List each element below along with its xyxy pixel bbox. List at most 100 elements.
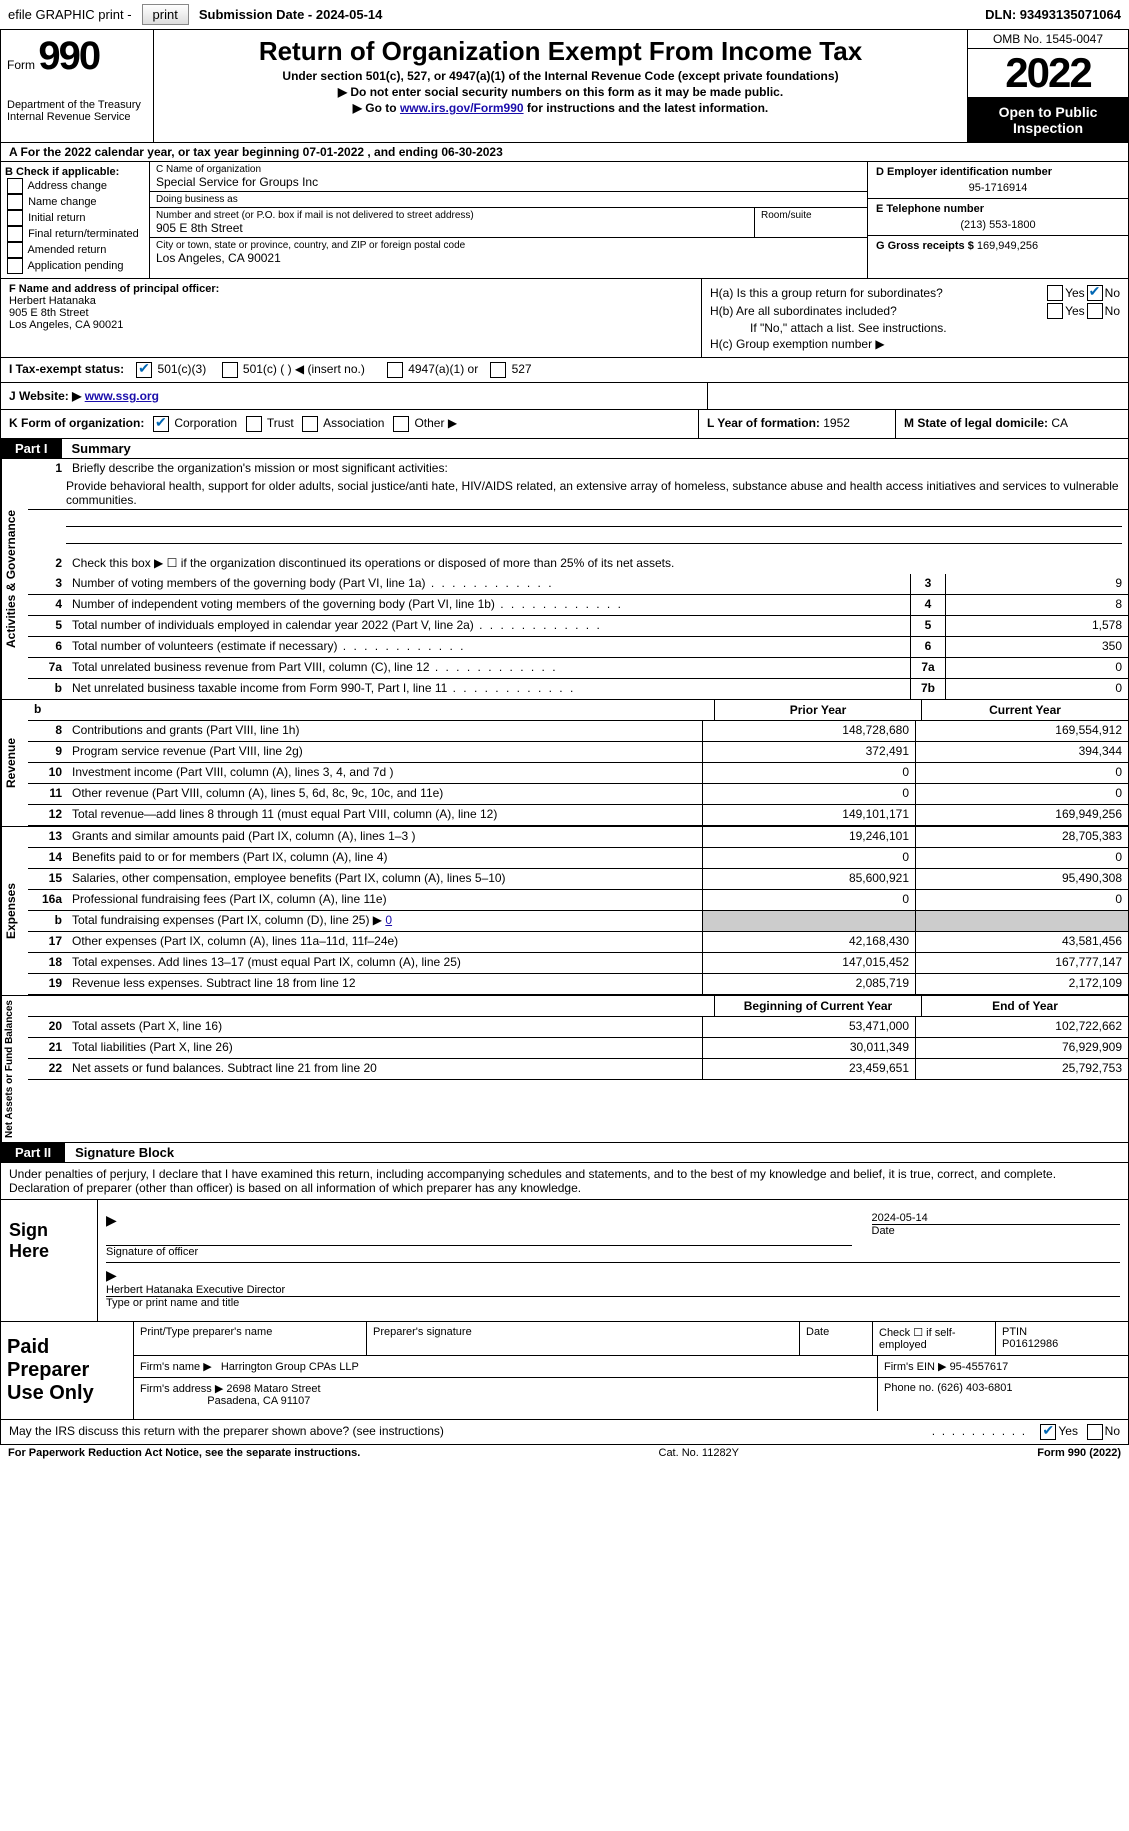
street-value: 905 E 8th Street: [156, 221, 748, 235]
phone-label: E Telephone number: [876, 203, 1120, 215]
revenue-section: Revenue b Prior Year Current Year 8 Cont…: [0, 700, 1129, 827]
check-address-change[interactable]: Address change: [5, 178, 145, 194]
form-label: Form: [7, 58, 35, 72]
col-h: H(a) Is this a group return for subordin…: [702, 279, 1128, 357]
check-name-change[interactable]: Name change: [5, 194, 145, 210]
pp-sig-label: Preparer's signature: [367, 1322, 800, 1355]
summary-line: 14 Benefits paid to or for members (Part…: [28, 848, 1128, 869]
city-box: City or town, state or province, country…: [150, 238, 867, 267]
sideways-net-assets: Net Assets or Fund Balances: [1, 996, 28, 1142]
form-number: 990: [38, 34, 99, 78]
sig-date-label: Date: [872, 1224, 1121, 1237]
pp-ptin-label: PTIN: [1002, 1326, 1122, 1338]
irs-link[interactable]: www.irs.gov/Form990: [400, 101, 524, 115]
instr-1: ▶ Do not enter social security numbers o…: [162, 85, 959, 99]
k-other-checkbox[interactable]: [393, 416, 409, 432]
website-link[interactable]: www.ssg.org: [85, 389, 159, 403]
k-trust-checkbox[interactable]: [246, 416, 262, 432]
part-1-label: Part I: [1, 439, 62, 458]
hb-label: H(b) Are all subordinates included?: [710, 304, 1045, 318]
tax-year: 2022: [968, 49, 1128, 98]
summary-line: 8 Contributions and grants (Part VIII, l…: [28, 721, 1128, 742]
row-i: I Tax-exempt status: 501(c)(3) 501(c) ( …: [0, 358, 1129, 383]
summary-line: 5 Total number of individuals employed i…: [28, 616, 1128, 637]
pp-ptin: P01612986: [1002, 1338, 1122, 1350]
pp-name-label: Print/Type preparer's name: [134, 1322, 367, 1355]
pp-firm-ein: 95-4557617: [950, 1361, 1009, 1373]
i-4947-checkbox[interactable]: [387, 362, 403, 378]
sideways-activities: Activities & Governance: [1, 459, 28, 699]
k-year: 1952: [823, 416, 850, 430]
expenses-section: Expenses 13 Grants and similar amounts p…: [0, 827, 1129, 996]
check-amended[interactable]: Amended return: [5, 242, 145, 258]
gross-box: G Gross receipts $ 169,949,256: [868, 236, 1128, 256]
i-501c3-checkbox[interactable]: [136, 362, 152, 378]
i-opt1: 501(c)(3): [158, 362, 207, 376]
i-label: I Tax-exempt status:: [9, 362, 124, 376]
top-bar: efile GRAPHIC print - print Submission D…: [0, 0, 1129, 30]
dln-label: DLN: 93493135071064: [985, 7, 1121, 22]
row-k: K Form of organization: Corporation Trus…: [0, 410, 1129, 439]
k-assoc-checkbox[interactable]: [302, 416, 318, 432]
submission-date: Submission Date - 2024-05-14: [199, 7, 383, 22]
ha-no-checkbox[interactable]: [1087, 285, 1103, 301]
ha-label: H(a) Is this a group return for subordin…: [710, 286, 1045, 300]
check-final-return[interactable]: Final return/terminated: [5, 226, 145, 242]
ha-yes: Yes: [1065, 286, 1085, 300]
begin-year-label: Beginning of Current Year: [714, 996, 921, 1016]
pp-self-employed: Check ☐ if self-employed: [873, 1322, 996, 1355]
hc-label: H(c) Group exemption number ▶: [710, 337, 885, 351]
section-bcd: B Check if applicable: Address change Na…: [0, 162, 1129, 279]
col-d: D Employer identification number 95-1716…: [867, 162, 1128, 278]
col-b: B Check if applicable: Address change Na…: [1, 162, 150, 278]
k-state: CA: [1051, 416, 1068, 430]
phone-box: E Telephone number (213) 553-1800: [868, 199, 1128, 236]
summary-line: 6 Total number of volunteers (estimate i…: [28, 637, 1128, 658]
discuss-yes-checkbox[interactable]: [1040, 1424, 1056, 1440]
summary-line: 18 Total expenses. Add lines 13–17 (must…: [28, 953, 1128, 974]
header-left: Form 990 Department of the Treasury Inte…: [1, 30, 154, 142]
pp-addr-1: 2698 Mataro Street: [226, 1383, 320, 1395]
summary-line: 7a Total unrelated business revenue from…: [28, 658, 1128, 679]
row-j: J Website: ▶ www.ssg.org: [0, 383, 1129, 410]
mission-blank-2: [66, 527, 1122, 544]
pp-ein-label: Firm's EIN ▶: [884, 1361, 947, 1373]
sideways-revenue: Revenue: [1, 700, 28, 826]
k-corp: Corporation: [174, 416, 237, 430]
print-button[interactable]: print: [142, 4, 189, 25]
sig-name: Herbert Hatanaka Executive Director: [106, 1284, 1120, 1296]
i-527-checkbox[interactable]: [490, 362, 506, 378]
k-corp-checkbox[interactable]: [153, 416, 169, 432]
footer-right: Form 990 (2022): [1037, 1447, 1121, 1459]
check-initial-return[interactable]: Initial return: [5, 210, 145, 226]
org-name: Special Service for Groups Inc: [156, 175, 861, 189]
k-year-label: L Year of formation:: [707, 416, 823, 430]
org-name-box: C Name of organization Special Service f…: [150, 162, 867, 192]
b-header: B Check if applicable:: [5, 166, 145, 178]
prior-year-label: Prior Year: [714, 700, 921, 720]
form-title: Return of Organization Exempt From Incom…: [162, 36, 959, 67]
street-box: Number and street (or P.O. box if mail i…: [150, 208, 755, 238]
current-year-label: Current Year: [921, 700, 1128, 720]
j-label: J Website: ▶: [9, 389, 85, 403]
hb-no-checkbox[interactable]: [1087, 303, 1103, 319]
ein-value: 95-1716914: [876, 182, 1120, 194]
net-assets-section: Net Assets or Fund Balances Beginning of…: [0, 996, 1129, 1143]
ha-yes-checkbox[interactable]: [1047, 285, 1063, 301]
gross-label: G Gross receipts $: [876, 240, 974, 252]
part-1-title: Summary: [62, 439, 141, 458]
room-box: Room/suite: [755, 208, 867, 238]
line-1-label: Briefly describe the organization's miss…: [68, 459, 1128, 479]
check-app-pending[interactable]: Application pending: [5, 258, 145, 274]
sign-here: Sign Here Signature of officer 2024-05-1…: [0, 1200, 1129, 1322]
i-501c-checkbox[interactable]: [222, 362, 238, 378]
summary-line: 22 Net assets or fund balances. Subtract…: [28, 1059, 1128, 1080]
city-label: City or town, state or province, country…: [156, 240, 861, 251]
f-label: F Name and address of principal officer:: [9, 283, 219, 295]
summary-line: 19 Revenue less expenses. Subtract line …: [28, 974, 1128, 995]
summary-line: 16a Professional fundraising fees (Part …: [28, 890, 1128, 911]
hb-note: If "No," attach a list. See instructions…: [750, 321, 947, 335]
hb-yes-checkbox[interactable]: [1047, 303, 1063, 319]
discuss-no-checkbox[interactable]: [1087, 1424, 1103, 1440]
dept-treasury: Department of the Treasury: [7, 99, 147, 111]
